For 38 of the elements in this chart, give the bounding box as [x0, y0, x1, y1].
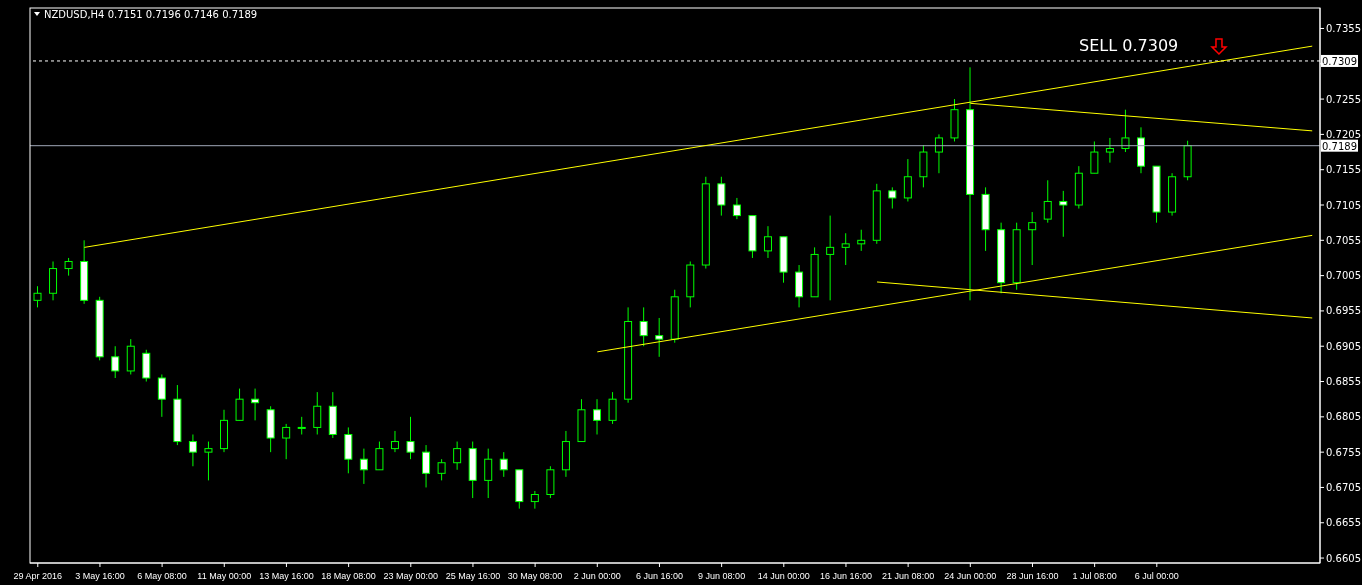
x-tick-label: 24 Jun 00:00: [944, 571, 997, 581]
y-tick-label: 0.6755: [1326, 446, 1361, 458]
x-tick-label: 9 Jun 08:00: [698, 571, 746, 581]
x-tick-label: 2 Jun 00:00: [573, 571, 621, 581]
y-tick-label: 0.7205: [1326, 128, 1361, 140]
x-tick-label: 28 Jun 16:00: [1006, 571, 1059, 581]
x-tick-label: 13 May 16:00: [259, 571, 314, 581]
x-tick-label: 6 May 08:00: [137, 571, 187, 581]
x-tick-label: 25 May 16:00: [445, 571, 501, 581]
x-tick-label: 1 Jul 08:00: [1072, 571, 1117, 581]
x-tick-label: 3 May 16:00: [75, 571, 125, 581]
annotation: SELL 0.7309: [1079, 35, 1179, 55]
y-tick-label: 0.7355: [1326, 23, 1361, 35]
x-tick-label: 23 May 00:00: [383, 571, 439, 581]
y-tick-label: 0.7255: [1326, 93, 1361, 105]
y-tick-label: 0.7005: [1326, 270, 1361, 282]
y-tick-label: 0.6805: [1326, 411, 1361, 423]
chart-title: NZDUSD,H4 0.7151 0.7196 0.7146 0.7189: [44, 9, 258, 20]
y-tick-label: 0.7105: [1326, 199, 1361, 211]
x-tick-label: 14 Jun 00:00: [757, 571, 810, 581]
x-tick-label: 30 May 08:00: [507, 571, 563, 581]
y-tick-label: 0.6655: [1326, 517, 1361, 529]
x-tick-label: 6 Jun 16:00: [635, 571, 683, 581]
x-tick-label: 6 Jul 00:00: [1134, 571, 1179, 581]
x-tick-label: 29 Apr 2016: [13, 571, 63, 581]
y-tick-label: 0.6905: [1326, 340, 1361, 352]
y-tick-label: 0.6855: [1326, 376, 1361, 388]
x-tick-label: 16 Jun 16:00: [819, 571, 872, 581]
y-tick-label: 0.7155: [1326, 164, 1361, 176]
ref-line-label: 0.7309: [1322, 55, 1357, 67]
ref-line-label: 0.7189: [1322, 140, 1357, 152]
y-tick-label: 0.7055: [1326, 234, 1361, 246]
x-tick-label: 11 May 00:00: [197, 571, 252, 581]
y-tick-label: 0.6705: [1326, 482, 1361, 493]
y-tick-label: 0.6605: [1326, 552, 1361, 564]
x-tick-label: 21 Jun 08:00: [882, 571, 935, 581]
x-tick-label: 18 May 08:00: [321, 571, 376, 581]
y-tick-label: 0.6955: [1326, 305, 1361, 317]
